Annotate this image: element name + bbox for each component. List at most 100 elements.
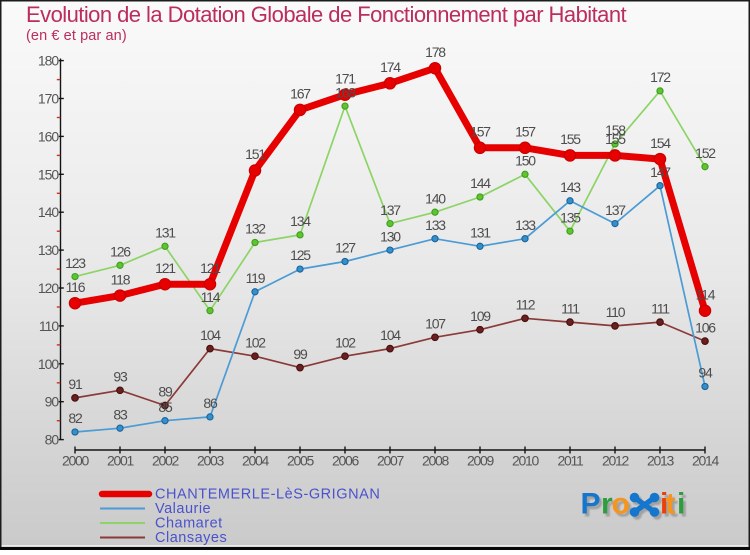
- svg-text:116: 116: [66, 279, 86, 295]
- svg-text:114: 114: [696, 286, 716, 302]
- svg-text:155: 155: [560, 131, 581, 147]
- svg-text:104: 104: [380, 327, 401, 343]
- svg-text:2009: 2009: [467, 453, 494, 469]
- svg-text:(en € et par an): (en € et par an): [26, 28, 127, 44]
- svg-text:178: 178: [425, 44, 446, 60]
- svg-text:135: 135: [560, 209, 581, 225]
- svg-text:Clansayes: Clansayes: [155, 530, 227, 546]
- svg-text:125: 125: [290, 247, 311, 263]
- svg-text:114: 114: [201, 289, 221, 305]
- svg-text:94: 94: [698, 365, 713, 381]
- svg-text:2013: 2013: [647, 453, 674, 469]
- svg-text:172: 172: [650, 69, 671, 85]
- svg-text:150: 150: [515, 153, 536, 169]
- svg-text:137: 137: [380, 202, 401, 218]
- svg-text:133: 133: [425, 217, 446, 233]
- svg-text:2014: 2014: [692, 453, 719, 469]
- svg-text:102: 102: [245, 334, 266, 350]
- svg-text:157: 157: [515, 124, 536, 140]
- svg-text:150: 150: [38, 166, 60, 182]
- svg-text:133: 133: [515, 217, 536, 233]
- svg-text:132: 132: [245, 221, 266, 237]
- svg-text:r: r: [604, 490, 616, 523]
- svg-text:147: 147: [650, 164, 671, 180]
- svg-text:109: 109: [470, 308, 491, 324]
- svg-text:2006: 2006: [332, 453, 359, 469]
- svg-text:100: 100: [38, 356, 60, 372]
- svg-text:130: 130: [380, 228, 401, 244]
- svg-text:151: 151: [245, 146, 266, 162]
- svg-text:107: 107: [425, 316, 446, 332]
- svg-text:Chamaret: Chamaret: [155, 516, 223, 532]
- svg-text:2005: 2005: [287, 453, 314, 469]
- svg-text:144: 144: [470, 175, 491, 191]
- svg-text:i: i: [680, 490, 688, 523]
- svg-text:154: 154: [650, 135, 671, 151]
- svg-text:93: 93: [113, 369, 128, 385]
- svg-text:t: t: [666, 488, 676, 521]
- svg-text:86: 86: [203, 395, 218, 411]
- svg-text:126: 126: [110, 244, 131, 260]
- svg-text:131: 131: [155, 225, 176, 241]
- svg-text:174: 174: [380, 59, 401, 75]
- svg-text:121: 121: [200, 260, 221, 276]
- svg-text:171: 171: [335, 70, 356, 86]
- svg-text:140: 140: [425, 190, 446, 206]
- svg-text:123: 123: [65, 255, 86, 271]
- svg-text:111: 111: [651, 300, 670, 316]
- svg-text:170: 170: [38, 91, 60, 107]
- svg-text:168: 168: [335, 84, 356, 100]
- svg-text:83: 83: [113, 406, 128, 422]
- svg-text:82: 82: [68, 410, 83, 426]
- svg-text:2012: 2012: [602, 453, 629, 469]
- svg-text:143: 143: [560, 179, 581, 195]
- svg-text:CHANTEMERLE-LèS-GRIGNAN: CHANTEMERLE-LèS-GRIGNAN: [155, 487, 380, 503]
- svg-text:P: P: [583, 490, 603, 523]
- svg-text:90: 90: [45, 394, 60, 410]
- svg-text:127: 127: [335, 240, 356, 256]
- svg-text:134: 134: [290, 213, 311, 229]
- svg-text:2001: 2001: [107, 453, 134, 469]
- svg-text:2004: 2004: [242, 453, 269, 469]
- svg-text:Evolution de la Dotation Globa: Evolution de la Dotation Globale de Fonc…: [26, 2, 627, 27]
- svg-text:o: o: [612, 488, 630, 521]
- svg-text:85: 85: [158, 399, 173, 415]
- svg-text:104: 104: [200, 327, 221, 343]
- svg-text:Valaurie: Valaurie: [155, 501, 211, 517]
- svg-text:91: 91: [68, 376, 83, 392]
- svg-text:i: i: [663, 490, 671, 523]
- svg-text:167: 167: [290, 86, 311, 102]
- svg-text:155: 155: [605, 131, 626, 147]
- svg-text:131: 131: [470, 225, 491, 241]
- svg-text:112: 112: [516, 297, 536, 313]
- svg-text:118: 118: [111, 271, 131, 287]
- svg-text:r: r: [601, 488, 613, 521]
- svg-text:158: 158: [605, 122, 626, 138]
- svg-text:2002: 2002: [152, 453, 179, 469]
- svg-text:P: P: [581, 488, 601, 521]
- svg-text:99: 99: [293, 346, 308, 362]
- svg-text:160: 160: [38, 128, 60, 144]
- svg-text:152: 152: [695, 145, 716, 161]
- svg-text:137: 137: [605, 202, 626, 218]
- svg-text:119: 119: [246, 270, 266, 286]
- svg-text:157: 157: [470, 124, 491, 140]
- svg-text:111: 111: [561, 300, 580, 316]
- svg-text:89: 89: [158, 384, 173, 400]
- svg-text:i: i: [660, 488, 668, 521]
- svg-text:130: 130: [38, 242, 60, 258]
- svg-text:121: 121: [155, 260, 176, 276]
- svg-text:2008: 2008: [422, 453, 449, 469]
- svg-text:2010: 2010: [512, 453, 539, 469]
- svg-text:i: i: [677, 488, 685, 521]
- svg-text:102: 102: [335, 334, 356, 350]
- svg-text:140: 140: [38, 204, 60, 220]
- svg-text:2007: 2007: [377, 453, 404, 469]
- svg-text:80: 80: [45, 432, 60, 448]
- svg-text:106: 106: [695, 319, 716, 335]
- svg-text:120: 120: [38, 280, 60, 296]
- svg-text:2000: 2000: [62, 453, 89, 469]
- svg-text:110: 110: [39, 318, 60, 334]
- svg-text:180: 180: [38, 53, 60, 69]
- svg-text:2011: 2011: [558, 453, 584, 469]
